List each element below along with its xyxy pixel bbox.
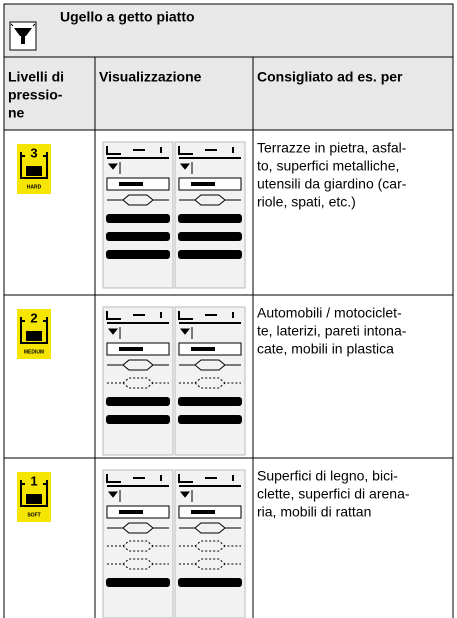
description-line: utensili da giardino (car-: [257, 176, 407, 192]
pressure-bar: [106, 397, 170, 406]
panel-icon: [179, 490, 193, 502]
level-frame: [20, 317, 48, 344]
panel-top: [178, 474, 234, 483]
panel-icon: [107, 490, 121, 502]
description-line: Superfici di legno, bici-: [257, 468, 398, 484]
panel-box-fill: [191, 510, 215, 514]
pressure-outline: [179, 522, 241, 534]
panel-box-fill: [191, 182, 215, 186]
level-icon: 3 HARD: [17, 144, 51, 194]
pressure-bar: [106, 214, 170, 223]
description-line: te, laterizi, pareti intona-: [257, 323, 407, 339]
level-glyph: [26, 494, 42, 504]
pressure-outline: [107, 558, 169, 570]
level-number: 3: [30, 145, 37, 160]
display-panel: [174, 306, 246, 456]
pressure-outline: [107, 359, 169, 371]
level-label: MEDIUM: [24, 349, 44, 355]
display-panel: [102, 306, 174, 456]
description-line: Automobili / motociclet-: [257, 305, 402, 321]
column-header: Consigliato ad es. per: [257, 69, 403, 85]
pressure-bar: [106, 415, 170, 424]
column-header: Visualizzazione: [99, 69, 202, 85]
title: Ugello a getto piatto: [60, 9, 195, 25]
level-number: 2: [30, 310, 37, 325]
description-line: cate, mobili in plastica: [257, 341, 394, 357]
panel-top: [106, 474, 162, 483]
display-panel: [174, 469, 246, 618]
column-header: Livelli di: [8, 69, 64, 85]
panel-box-fill: [119, 347, 143, 351]
level-frame: [20, 480, 48, 507]
pressure-outline: [107, 194, 169, 206]
description-line: ria, mobili di rattan: [257, 504, 371, 520]
pressure-bar: [106, 250, 170, 259]
nozzle-icon: [9, 21, 37, 51]
pressure-outline: [179, 540, 241, 552]
pressure-outline: [179, 558, 241, 570]
pressure-bar: [106, 232, 170, 241]
pressure-bar: [178, 214, 242, 223]
panel-icon: [179, 327, 193, 339]
display-panel: [102, 141, 174, 289]
level-label: HARD: [27, 184, 42, 190]
pressure-outline: [107, 522, 169, 534]
level-frame: [20, 152, 48, 179]
pressure-outline: [179, 377, 241, 389]
panel-box-fill: [119, 182, 143, 186]
level-glyph: [26, 166, 42, 176]
panel-icon: [107, 327, 121, 339]
panel-top: [178, 146, 234, 155]
pressure-bar: [178, 250, 242, 259]
level-glyph: [26, 331, 42, 341]
display-panel: [174, 141, 246, 289]
level-icon: 1 SOFT: [17, 472, 51, 522]
pressure-outline: [107, 377, 169, 389]
pressure-outline: [179, 359, 241, 371]
pressure-bar: [106, 578, 170, 587]
description-line: clette, superfici di arena-: [257, 486, 410, 502]
pressure-outline: [179, 194, 241, 206]
pressure-bar: [178, 415, 242, 424]
header-row: [3, 56, 454, 131]
panel-icon: [179, 162, 193, 174]
title-bar: [3, 3, 454, 58]
column-header: ne: [8, 105, 25, 121]
pressure-bar: [178, 578, 242, 587]
level-number: 1: [30, 473, 37, 488]
panel-icon: [107, 162, 121, 174]
panel-box-fill: [119, 510, 143, 514]
level-label: SOFT: [27, 512, 40, 518]
panel-top: [106, 311, 162, 320]
level-icon: 2 MEDIUM: [17, 309, 51, 359]
panel-top: [178, 311, 234, 320]
pressure-bar: [178, 232, 242, 241]
display-panel: [102, 469, 174, 618]
description-line: to, superfici metalliche,: [257, 158, 399, 174]
panel-box-fill: [191, 347, 215, 351]
column-header: pressio-: [8, 87, 63, 103]
description-line: riole, spati, etc.): [257, 194, 356, 210]
description-line: Terrazze in pietra, asfal-: [257, 140, 407, 156]
pressure-bar: [178, 397, 242, 406]
pressure-outline: [107, 540, 169, 552]
panel-top: [106, 146, 162, 155]
